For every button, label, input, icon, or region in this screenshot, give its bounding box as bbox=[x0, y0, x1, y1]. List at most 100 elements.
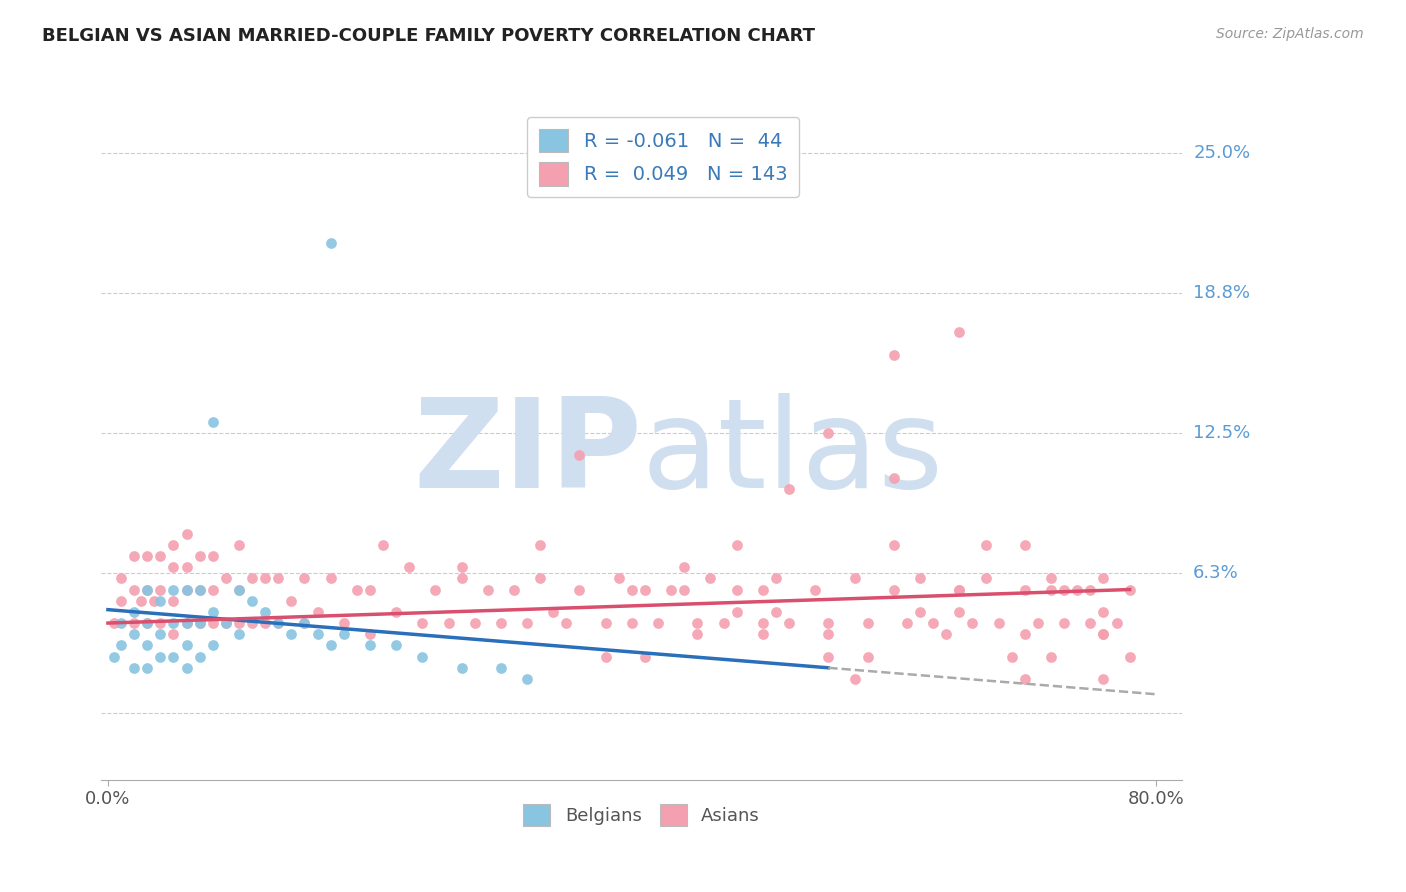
Point bbox=[817, 649, 839, 664]
Point bbox=[136, 639, 159, 653]
Point bbox=[110, 571, 132, 585]
Point bbox=[136, 616, 159, 631]
Point bbox=[489, 616, 512, 631]
Text: 25.0%: 25.0% bbox=[1194, 145, 1250, 162]
Point bbox=[176, 616, 198, 631]
Point bbox=[188, 582, 211, 597]
Point bbox=[1078, 616, 1101, 631]
Point bbox=[136, 616, 159, 631]
Point bbox=[883, 471, 905, 485]
Point bbox=[122, 582, 145, 597]
Point bbox=[595, 649, 617, 664]
Point bbox=[1014, 582, 1036, 597]
Point bbox=[201, 415, 224, 429]
Point bbox=[595, 616, 617, 631]
Point bbox=[228, 582, 250, 597]
Point bbox=[215, 616, 238, 631]
Point bbox=[778, 482, 800, 496]
Point bbox=[359, 639, 381, 653]
Point bbox=[778, 616, 800, 631]
Point bbox=[149, 627, 172, 641]
Point bbox=[228, 582, 250, 597]
Point bbox=[529, 538, 551, 552]
Text: Source: ZipAtlas.com: Source: ZipAtlas.com bbox=[1216, 27, 1364, 41]
Point bbox=[359, 627, 381, 641]
Text: ZIP: ZIP bbox=[413, 393, 641, 515]
Point bbox=[110, 593, 132, 607]
Point bbox=[634, 582, 657, 597]
Point bbox=[254, 571, 277, 585]
Point bbox=[319, 235, 342, 250]
Point bbox=[1092, 571, 1115, 585]
Point bbox=[294, 616, 316, 631]
Text: 6.3%: 6.3% bbox=[1194, 564, 1239, 582]
Point bbox=[1001, 649, 1024, 664]
Point bbox=[516, 672, 538, 686]
Point bbox=[122, 616, 145, 631]
Point bbox=[149, 616, 172, 631]
Point bbox=[188, 649, 211, 664]
Point bbox=[503, 582, 526, 597]
Point bbox=[149, 649, 172, 664]
Point bbox=[1014, 672, 1036, 686]
Point bbox=[896, 616, 918, 631]
Point bbox=[529, 571, 551, 585]
Point bbox=[176, 661, 198, 675]
Point bbox=[280, 627, 302, 641]
Point bbox=[1118, 582, 1140, 597]
Point bbox=[162, 560, 184, 574]
Legend: Belgians, Asians: Belgians, Asians bbox=[516, 797, 768, 833]
Point bbox=[752, 582, 775, 597]
Text: 12.5%: 12.5% bbox=[1194, 424, 1250, 442]
Point bbox=[568, 448, 591, 462]
Point bbox=[385, 605, 408, 619]
Point bbox=[1092, 627, 1115, 641]
Point bbox=[425, 582, 447, 597]
Point bbox=[752, 616, 775, 631]
Point bbox=[713, 616, 735, 631]
Point bbox=[974, 538, 997, 552]
Point bbox=[464, 616, 486, 631]
Text: atlas: atlas bbox=[641, 393, 943, 515]
Point bbox=[844, 672, 866, 686]
Point bbox=[686, 627, 709, 641]
Point bbox=[346, 582, 368, 597]
Point bbox=[948, 326, 970, 340]
Point bbox=[188, 616, 211, 631]
Point bbox=[437, 616, 460, 631]
Point bbox=[228, 627, 250, 641]
Point bbox=[162, 538, 184, 552]
Point bbox=[228, 616, 250, 631]
Point bbox=[450, 661, 472, 675]
Point bbox=[176, 560, 198, 574]
Point bbox=[319, 571, 342, 585]
Point bbox=[201, 582, 224, 597]
Point bbox=[1026, 616, 1049, 631]
Point bbox=[922, 616, 945, 631]
Point bbox=[620, 582, 643, 597]
Point bbox=[162, 616, 184, 631]
Point bbox=[176, 582, 198, 597]
Point bbox=[110, 616, 132, 631]
Point bbox=[935, 627, 957, 641]
Point bbox=[371, 538, 394, 552]
Point bbox=[136, 661, 159, 675]
Point bbox=[725, 538, 748, 552]
Point bbox=[411, 649, 433, 664]
Point bbox=[568, 582, 591, 597]
Point bbox=[359, 582, 381, 597]
Point bbox=[201, 616, 224, 631]
Point bbox=[332, 627, 354, 641]
Point bbox=[725, 582, 748, 597]
Point bbox=[411, 616, 433, 631]
Point bbox=[201, 605, 224, 619]
Point bbox=[817, 616, 839, 631]
Point bbox=[1105, 616, 1128, 631]
Point bbox=[162, 582, 184, 597]
Point bbox=[1066, 582, 1088, 597]
Point bbox=[1092, 627, 1115, 641]
Point bbox=[1014, 627, 1036, 641]
Point bbox=[215, 616, 238, 631]
Point bbox=[620, 616, 643, 631]
Point bbox=[844, 571, 866, 585]
